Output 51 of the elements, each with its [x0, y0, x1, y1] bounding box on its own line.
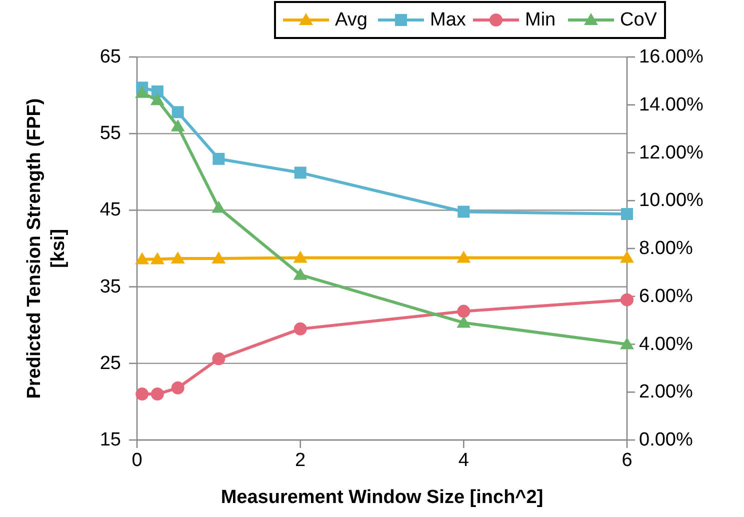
- point: [150, 252, 164, 264]
- point: [170, 251, 185, 264]
- point: [620, 337, 634, 350]
- point: [150, 93, 164, 106]
- x-tick-label: 0: [132, 450, 142, 471]
- point: [170, 119, 185, 132]
- point: [293, 268, 308, 280]
- point: [212, 200, 226, 213]
- y-tick-label: 25: [100, 352, 121, 374]
- y2-tick-label: 16.00%: [639, 46, 704, 68]
- point: [212, 152, 225, 165]
- point: [172, 106, 184, 118]
- point: [150, 388, 164, 401]
- y2-tick-label: 4.00%: [639, 334, 693, 355]
- point: [294, 166, 306, 179]
- y2-tick-label: 0.00%: [639, 430, 693, 450]
- y-axis-title: Predicted Tension Strength (FPF) [ksi]: [24, 98, 69, 399]
- point: [620, 250, 634, 263]
- point: [458, 206, 470, 218]
- x-tick-label: 2: [295, 450, 306, 471]
- point: [456, 250, 471, 263]
- point: [294, 322, 307, 336]
- y2-tick-label: 8.00%: [639, 238, 693, 259]
- y-tick-label: 35: [100, 276, 121, 298]
- point: [456, 316, 471, 328]
- point: [293, 250, 308, 263]
- point: [171, 381, 184, 394]
- legend-label: CoV: [620, 10, 658, 30]
- legend-label: Min: [525, 10, 556, 30]
- point: [136, 388, 149, 401]
- y-tick-label: 15: [100, 430, 121, 450]
- point: [212, 352, 226, 366]
- y-tick-label: 65: [100, 46, 121, 68]
- point: [212, 251, 226, 264]
- y2-tick-label: 6.00%: [639, 286, 693, 307]
- point: [620, 293, 634, 306]
- y-tick-label: 45: [100, 200, 121, 221]
- x-axis-title: Measurement Window Size [inch^2]: [220, 487, 544, 508]
- point: [621, 208, 633, 220]
- y2-tick-label: 12.00%: [639, 142, 704, 164]
- y2-tick-label: 14.00%: [639, 94, 704, 116]
- y2-tick-label: 2.00%: [639, 382, 693, 403]
- point: [457, 304, 470, 318]
- point: [135, 252, 150, 264]
- x-tick-label: 6: [622, 450, 632, 471]
- x-tick-label: 4: [458, 450, 470, 471]
- point: [135, 86, 150, 98]
- legend-label: Avg: [335, 10, 368, 30]
- y-tick-label: 55: [100, 123, 121, 144]
- legend-label: Max: [430, 10, 466, 30]
- y2-tick-label: 10.00%: [639, 190, 704, 212]
